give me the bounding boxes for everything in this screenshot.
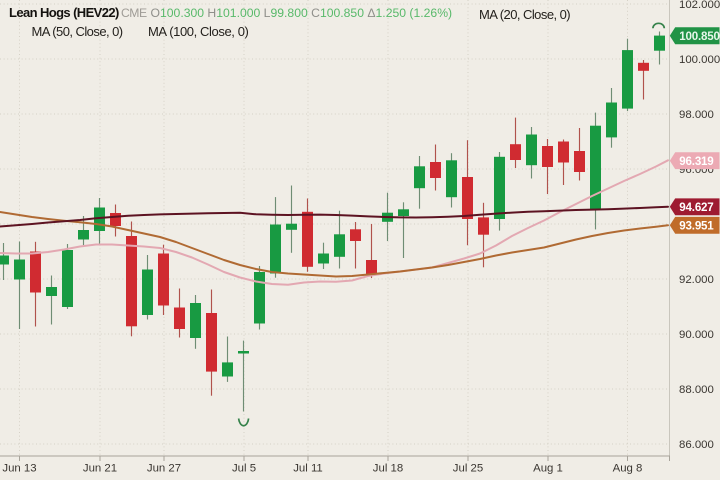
svg-text:Jun 21: Jun 21 bbox=[83, 463, 117, 475]
svg-text:Aug 8: Aug 8 bbox=[613, 463, 643, 475]
svg-text:100.850: 100.850 bbox=[679, 30, 720, 43]
svg-text:MA (100, Close, 0): MA (100, Close, 0) bbox=[148, 24, 249, 39]
svg-text:Jun 27: Jun 27 bbox=[147, 463, 181, 475]
svg-text:94.627: 94.627 bbox=[679, 201, 713, 214]
svg-text:Jul 25: Jul 25 bbox=[453, 463, 483, 475]
svg-text:Jul 11: Jul 11 bbox=[293, 463, 323, 475]
svg-text:88.000: 88.000 bbox=[679, 384, 714, 396]
svg-text:93.951: 93.951 bbox=[679, 220, 714, 233]
svg-text:Jul 5: Jul 5 bbox=[232, 463, 256, 475]
svg-text:100.000: 100.000 bbox=[679, 54, 720, 66]
svg-text:92.000: 92.000 bbox=[679, 274, 714, 286]
svg-text:96.319: 96.319 bbox=[679, 155, 714, 168]
svg-text:MA (50, Close, 0): MA (50, Close, 0) bbox=[32, 24, 123, 39]
svg-text:Jul 18: Jul 18 bbox=[373, 463, 403, 475]
svg-text:Aug 1: Aug 1 bbox=[533, 463, 563, 475]
svg-text:CME: CME bbox=[121, 6, 147, 20]
svg-text:Lean Hogs (HEV22): Lean Hogs (HEV22) bbox=[9, 5, 119, 20]
svg-text:98.000: 98.000 bbox=[679, 109, 714, 121]
svg-text:O100.300 H101.000 L99.800 C100: O100.300 H101.000 L99.800 C100.850 Δ1.25… bbox=[151, 6, 453, 20]
svg-text:86.000: 86.000 bbox=[679, 439, 714, 451]
svg-text:90.000: 90.000 bbox=[679, 329, 714, 341]
svg-text:Jun 13: Jun 13 bbox=[2, 463, 36, 475]
svg-text:102.000: 102.000 bbox=[679, 0, 720, 11]
svg-text:MA (20, Close, 0): MA (20, Close, 0) bbox=[479, 7, 570, 22]
